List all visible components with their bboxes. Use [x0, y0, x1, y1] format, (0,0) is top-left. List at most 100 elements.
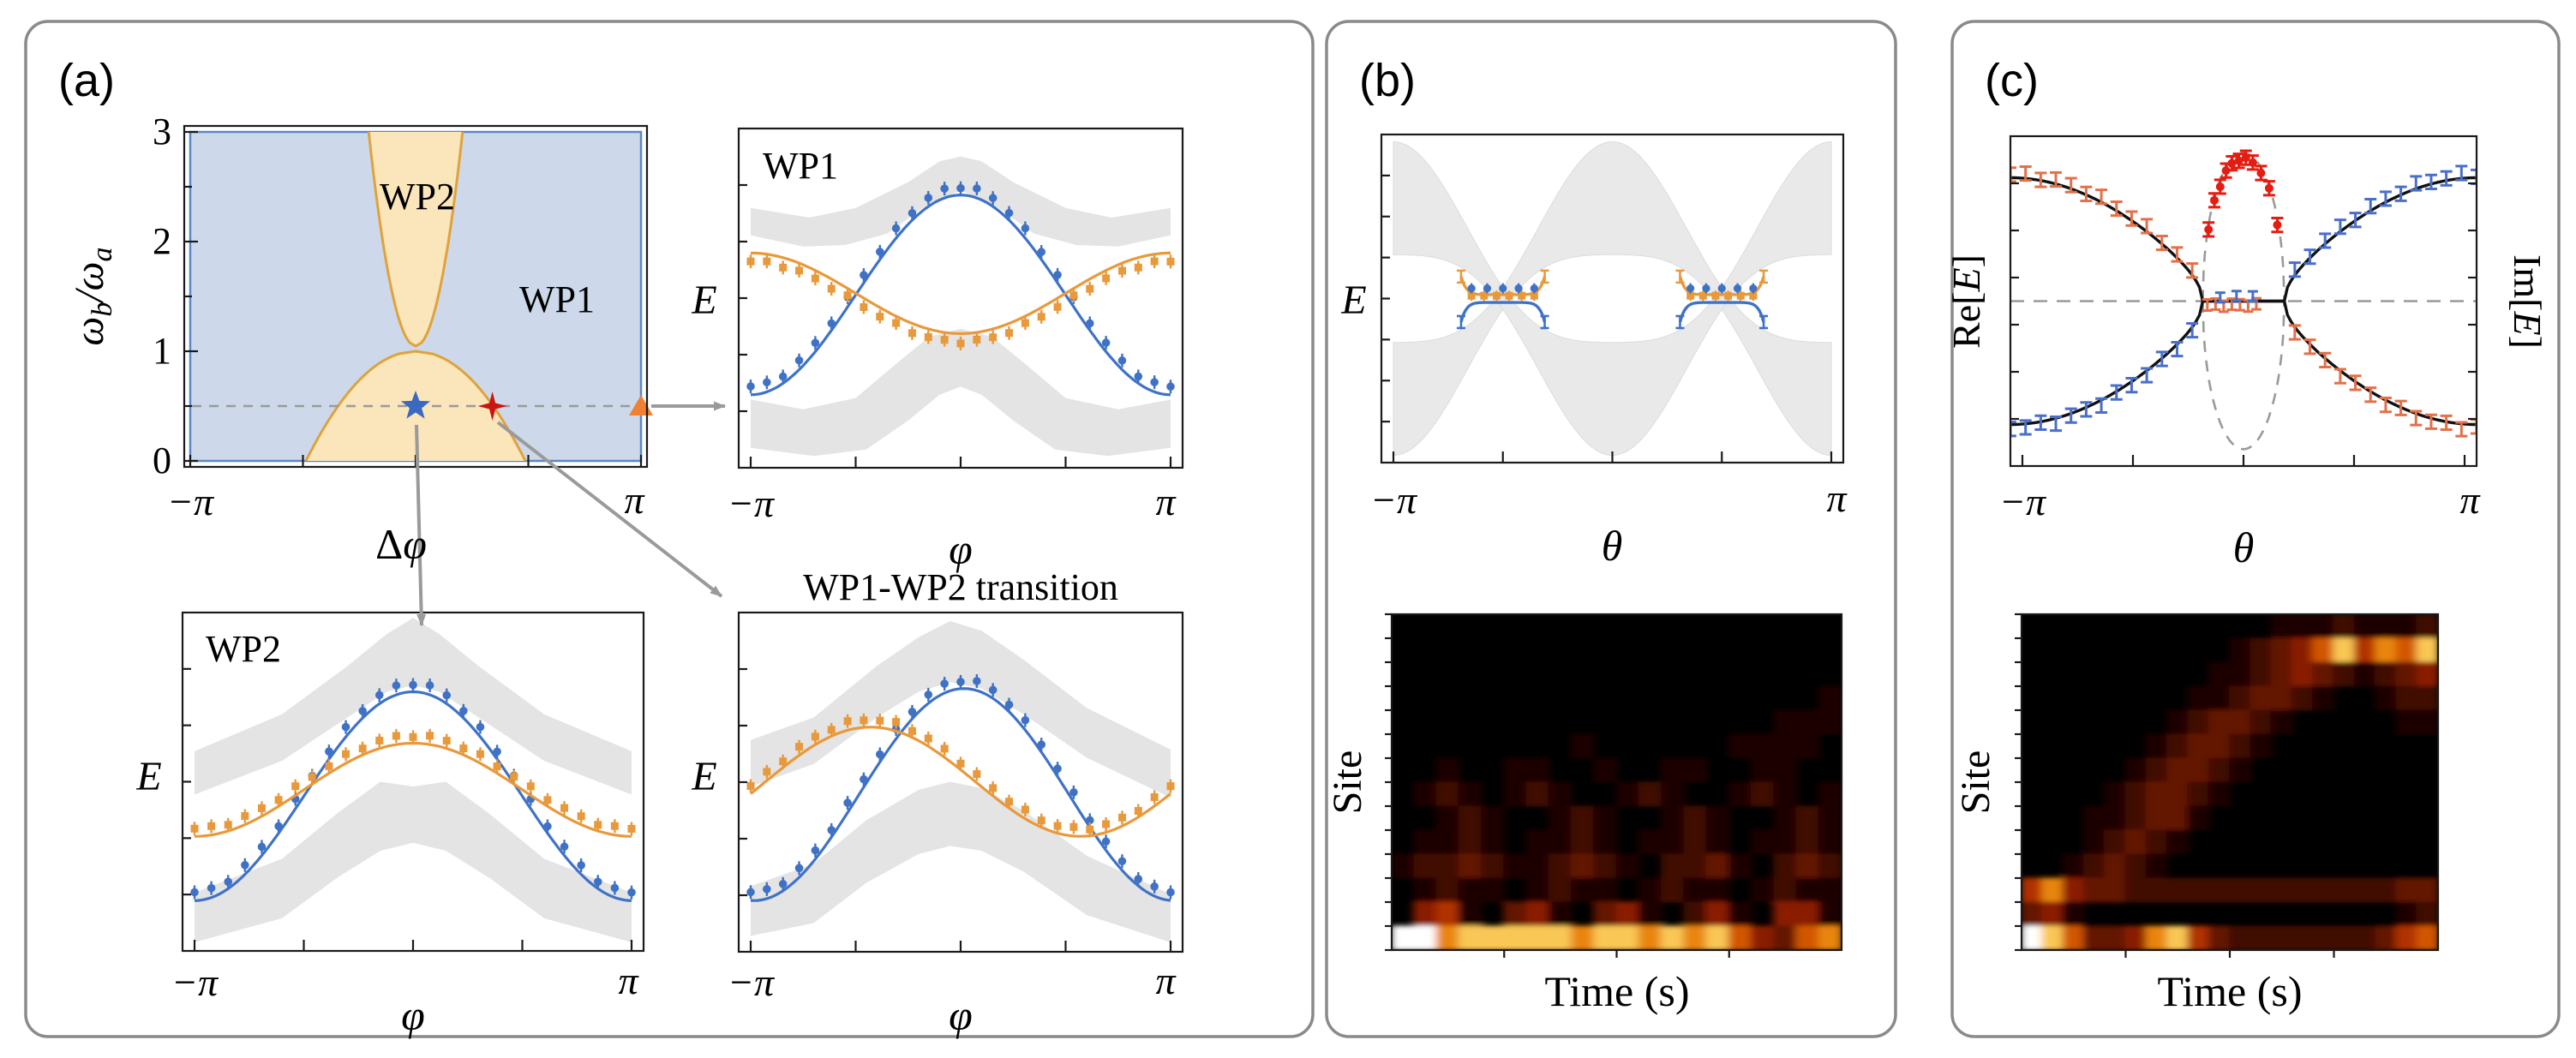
heatmap-cell [1458, 805, 1483, 831]
wp2-markers-circle [190, 678, 636, 900]
arrow-to-transition-plot [496, 421, 723, 598]
data-point-square [908, 329, 916, 338]
plot-frame [737, 127, 1184, 469]
data-point-circle [1702, 284, 1710, 293]
wp1-markers-square [746, 254, 1175, 350]
heatmap-cell [1435, 925, 1460, 950]
heatmap-cell [1571, 733, 1596, 759]
heatmap-cell [1795, 901, 1820, 927]
heatmap-cell [2375, 661, 2398, 687]
heatmap-cell [2229, 733, 2252, 759]
bulk-band [1393, 140, 1832, 457]
heatmap-cell [2104, 829, 2127, 855]
heatmap-cell [1458, 781, 1483, 807]
wp2-plot-title: WP2 [206, 628, 281, 670]
data-point-circle [988, 194, 997, 202]
heatmap-cell [2395, 637, 2418, 663]
data-point-square [779, 757, 788, 766]
heatmap-cell [2229, 637, 2252, 663]
data-point-square [973, 770, 981, 779]
phase-ytick-2: 2 [153, 220, 171, 262]
data-point-circle [843, 798, 852, 807]
c-xtick-pi: π [2459, 478, 2481, 522]
c-heatmap-ylabel: Site [1953, 750, 1998, 815]
heatmap-cell [1818, 925, 1842, 950]
im-data-point [2264, 183, 2273, 193]
heatmap-cell [2333, 637, 2356, 663]
panel-b-border [1325, 20, 1897, 1038]
heatmap-cell [1548, 877, 1573, 903]
heatmap-cell [1525, 853, 1550, 879]
heatmap-cell [1571, 829, 1596, 855]
data-point-square [779, 263, 788, 272]
data-point-square [892, 718, 901, 726]
edge-spectrum-plot [1380, 133, 1845, 464]
error-bar [2110, 384, 2123, 401]
data-point-square [1150, 792, 1159, 801]
heatmap-cell [1818, 877, 1842, 903]
data-point-circle [1467, 284, 1476, 293]
heatmap-cell [2229, 685, 2252, 711]
error-bar [1456, 314, 1465, 330]
data-point-circle [1499, 284, 1507, 293]
error-bar [2394, 185, 2407, 202]
phase-region-wp2-group [304, 132, 527, 461]
heatmap-cell [1818, 709, 1842, 735]
b-xlabel: θ [1602, 522, 1623, 570]
data-point-circle [1085, 319, 1094, 328]
phase-xlabel: Δφ [375, 520, 427, 568]
heatmap-cell [1525, 829, 1550, 855]
data-point-circle [1530, 284, 1538, 293]
heatmap-cell [1481, 805, 1506, 831]
heatmap-cells [1392, 685, 1842, 950]
error-bar [2034, 414, 2047, 431]
heatmap-cell [2333, 614, 2356, 639]
error-bar [2288, 261, 2301, 278]
data-point-circle [1021, 224, 1030, 233]
heatmap-cell [1773, 925, 1798, 950]
data-point-circle [1053, 764, 1062, 774]
error-bar [2034, 171, 2047, 188]
data-point-circle [543, 822, 552, 831]
heatmap-cell [2291, 637, 2315, 663]
heatmap-cell [1683, 829, 1708, 855]
data-point-square [746, 257, 755, 266]
phase-wp2-funnel [367, 132, 464, 348]
data-point-circle [1053, 271, 1062, 279]
data-point-square [1518, 291, 1526, 300]
data-point-square [1005, 329, 1014, 338]
heatmap-cell [2187, 925, 2210, 950]
heatmap-cell [2208, 877, 2231, 903]
heatmap-cell [2208, 781, 2231, 807]
heatmap-cell [2082, 853, 2106, 879]
heatmap-c [2015, 613, 2440, 958]
heatmap-cell [1392, 853, 1416, 879]
heatmap-cell [2145, 829, 2169, 855]
heatmap-cell [2375, 877, 2398, 903]
data-point-square [811, 732, 819, 741]
error-bar [2440, 414, 2453, 432]
error-bar [2424, 173, 2437, 191]
heatmap-cell [1571, 925, 1596, 950]
plot-frame [737, 611, 1184, 953]
heatmap-cell [2229, 661, 2252, 687]
wp1-xtick-minus-pi: −π [728, 481, 776, 525]
data-point-square [795, 743, 804, 751]
data-point-square [308, 773, 316, 781]
data-point-square [392, 732, 400, 740]
heatmap-cell [1571, 853, 1596, 879]
heatmap-cell [2270, 877, 2293, 903]
error-bar [2424, 413, 2437, 430]
heatmap-cell [2333, 925, 2356, 950]
heatmap-cell [1773, 877, 1798, 903]
heatmap-cell [2416, 614, 2438, 639]
heatmap-cell [1392, 925, 1416, 950]
heatmap-cell [1615, 901, 1640, 927]
error-bar [2019, 164, 2032, 182]
data-point-square [190, 824, 199, 833]
error-bar [2214, 291, 2226, 304]
heatmap-cell [1503, 925, 1528, 950]
error-bar [2349, 374, 2362, 392]
data-point-circle [1101, 837, 1111, 846]
heatmap-cell [1503, 781, 1528, 807]
